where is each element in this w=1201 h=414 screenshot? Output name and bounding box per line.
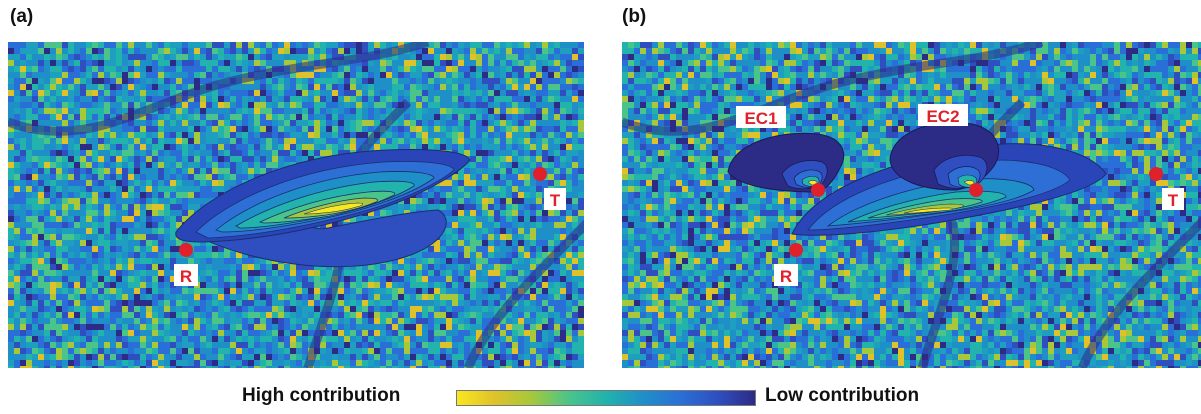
marker-t [1149, 167, 1163, 181]
marker-r [179, 243, 193, 257]
terrain-texture [8, 42, 584, 368]
contribution-region-ec1 [727, 132, 845, 193]
label-box-r [774, 264, 798, 286]
label-box-t [544, 188, 566, 210]
marker-ec1 [811, 183, 825, 197]
label-ec1: EC1 [744, 109, 777, 128]
colorbar [456, 390, 756, 406]
contribution-region [175, 149, 471, 268]
contribution-region-ec2 [889, 121, 1000, 191]
panel-b-map: EC1 EC2 R T [622, 42, 1201, 368]
legend-high-label: High contribution [242, 385, 401, 406]
label-box-ec1 [736, 106, 786, 128]
label-t: T [550, 191, 561, 210]
label-r: R [780, 267, 792, 286]
marker-t [533, 167, 547, 181]
label-box-t [1162, 188, 1184, 210]
label-box-r [174, 264, 198, 286]
marker-r [789, 243, 803, 257]
label-t: T [1168, 191, 1179, 210]
colorbar-legend: High contribution Low contribution [0, 380, 1201, 414]
panel-a-map: R T [8, 42, 584, 368]
terrain-texture [622, 42, 1201, 368]
panel-a-label: (a) [10, 6, 34, 27]
label-ec2: EC2 [926, 107, 959, 126]
label-box-ec2 [918, 104, 968, 126]
legend-low-label: Low contribution [765, 385, 920, 406]
label-r: R [180, 267, 192, 286]
panel-b-label: (b) [622, 6, 647, 27]
marker-ec2 [969, 183, 983, 197]
